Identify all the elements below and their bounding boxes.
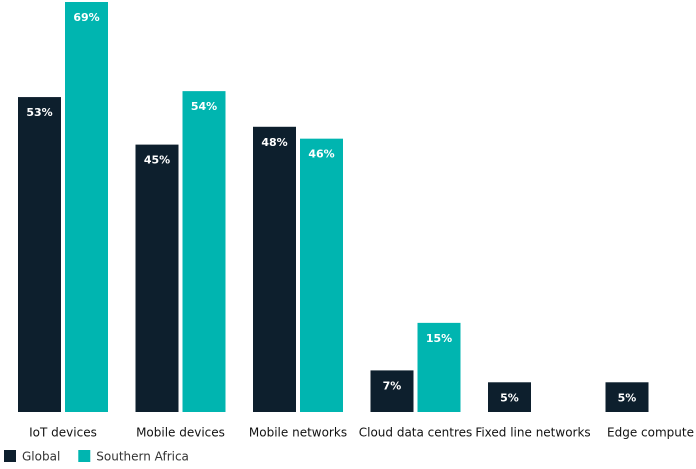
bar: [135, 144, 179, 412]
value-label: 53%: [26, 106, 52, 119]
bar: [182, 91, 226, 412]
value-label: 5%: [500, 391, 519, 404]
legend-label: Southern Africa: [96, 450, 189, 464]
bar: [253, 126, 296, 413]
value-label: 7%: [383, 379, 402, 392]
bar: [488, 382, 531, 412]
bar: [370, 370, 414, 412]
value-label: 54%: [191, 100, 217, 113]
bar: [300, 138, 343, 412]
x-tick-label: Mobile networks: [249, 426, 347, 440]
value-label: 15%: [426, 332, 452, 345]
legend-swatch: [4, 450, 16, 462]
x-tick-label: IoT devices: [29, 426, 97, 440]
value-label: 45%: [144, 154, 170, 167]
value-label: 46%: [308, 148, 334, 161]
x-tick-label: Cloud data centres: [359, 426, 473, 440]
x-tick-label: Edge compute: [607, 426, 694, 440]
value-label: 48%: [261, 136, 287, 149]
bar: [417, 322, 461, 412]
value-label: 69%: [73, 11, 99, 24]
value-label: 5%: [618, 391, 637, 404]
bar: [65, 2, 108, 412]
bar: [18, 97, 61, 413]
bar: [605, 382, 649, 412]
x-tick-label: Mobile devices: [136, 426, 225, 440]
legend-label: Global: [22, 450, 60, 464]
legend-swatch: [78, 450, 91, 462]
x-tick-label: Fixed line networks: [475, 426, 590, 440]
